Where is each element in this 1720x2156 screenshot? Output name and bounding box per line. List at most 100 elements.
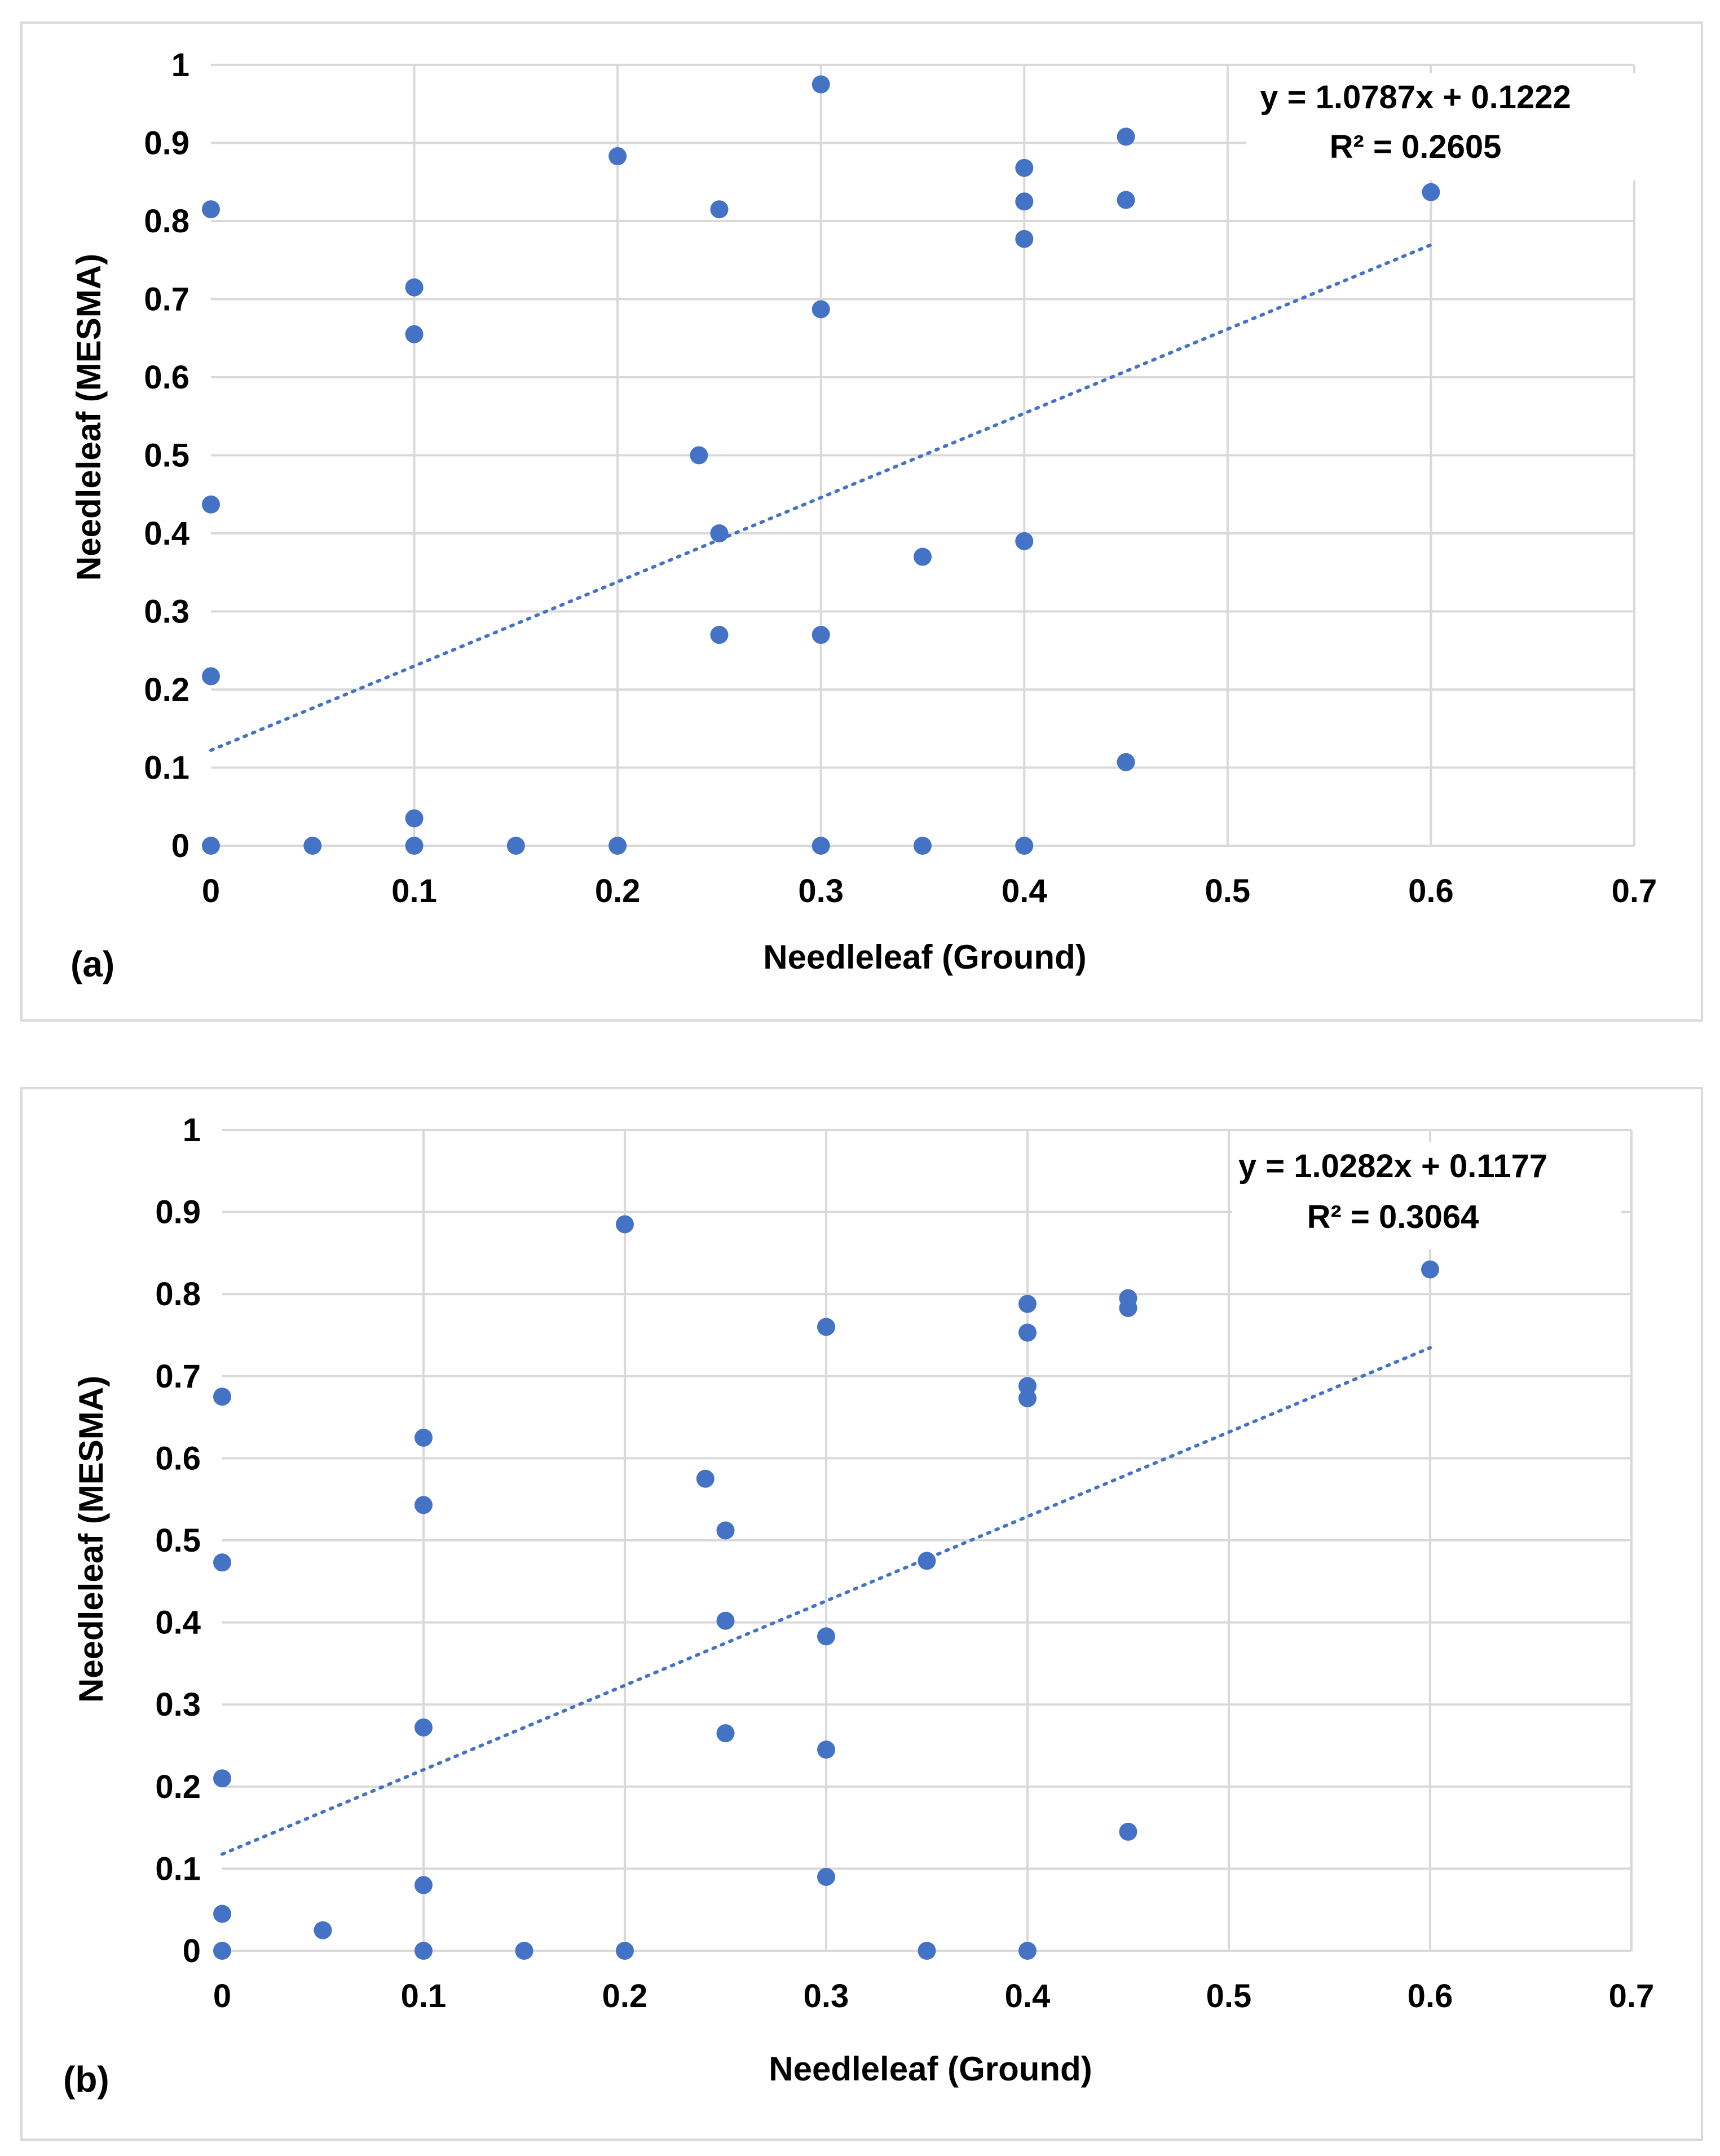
x-tick-label: 0 — [202, 873, 220, 909]
y-tick-label: 0.2 — [144, 671, 189, 708]
y-tick-label: 0 — [171, 828, 189, 864]
data-point — [414, 1718, 433, 1737]
data-point — [414, 1942, 433, 1960]
data-point — [696, 1469, 715, 1488]
equation-box: y = 1.0282x + 0.1177 R² = 0.3064 — [1232, 1142, 1621, 1249]
data-point — [716, 1724, 735, 1743]
data-point — [405, 809, 424, 828]
x-axis-title: Needleleaf (Ground) — [769, 2050, 1092, 2088]
y-tick-label: 0.1 — [144, 750, 189, 787]
panel-b-frame — [20, 1087, 1703, 2141]
r-squared-label: R² = 0.2605 — [1330, 129, 1502, 165]
y-tick-label: 0.1 — [155, 1850, 201, 1887]
x-tick-label: 0.2 — [602, 1978, 648, 2014]
data-point — [314, 1921, 332, 1939]
data-point — [1015, 192, 1034, 211]
y-tick-label: 1 — [171, 47, 189, 83]
y-axis-title: Needleleaf (MESMA) — [70, 254, 108, 581]
data-point — [817, 1627, 835, 1646]
equation-background — [1232, 1142, 1621, 1249]
data-point — [918, 1552, 936, 1570]
data-point — [213, 1388, 231, 1406]
x-tick-label: 0 — [213, 1978, 231, 2014]
x-tick-label: 0.6 — [1408, 873, 1454, 909]
data-point — [405, 837, 424, 855]
data-point — [1018, 1389, 1037, 1408]
y-tick-label: 0 — [183, 1933, 201, 1969]
data-point — [405, 325, 424, 343]
x-tick-label: 0.5 — [1205, 873, 1251, 909]
data-point — [202, 200, 220, 219]
data-point — [812, 75, 830, 94]
y-tick-label: 0.5 — [155, 1522, 201, 1559]
data-point — [812, 837, 830, 855]
data-point — [405, 278, 424, 297]
data-point — [608, 147, 627, 166]
data-point — [616, 1942, 634, 1960]
data-point — [1117, 753, 1135, 771]
data-point — [608, 837, 627, 855]
data-point — [914, 547, 932, 566]
y-tick-label: 0.9 — [144, 125, 189, 162]
data-point — [1015, 229, 1034, 248]
x-tick-label: 0.1 — [391, 873, 437, 909]
y-tick-label: 0.6 — [144, 359, 189, 396]
data-point — [1015, 532, 1034, 550]
data-point — [1421, 1260, 1439, 1279]
x-tick-label: 0.7 — [1609, 1978, 1655, 2014]
data-point — [1119, 1822, 1137, 1841]
x-tick-label: 0.1 — [401, 1978, 447, 2014]
y-tick-label: 0.9 — [155, 1194, 201, 1231]
data-point — [616, 1215, 634, 1234]
y-tick-label: 0.7 — [155, 1358, 201, 1395]
data-point — [213, 1769, 231, 1788]
data-point — [817, 1318, 835, 1336]
data-point — [918, 1942, 936, 1960]
data-point — [1117, 191, 1135, 209]
x-tick-label: 0.4 — [1002, 873, 1047, 909]
y-tick-label: 0.3 — [155, 1686, 201, 1723]
panel-b: 0 0.1 0.2 0.3 0.4 0.5 0.6 0.7 0.8 0.9 1 0 0.1 0.2 0.3 0… — [20, 1087, 1703, 2141]
panel-label: (b) — [63, 2059, 109, 2100]
data-point — [710, 200, 729, 219]
y-tick-label: 0.4 — [144, 515, 189, 552]
data-point — [414, 1876, 433, 1894]
data-point — [1015, 837, 1034, 855]
equation-background — [1246, 73, 1635, 180]
linear-trendline — [209, 243, 1433, 752]
data-point — [414, 1429, 433, 1447]
data-point — [213, 1905, 231, 1923]
y-tick-label: 1 — [183, 1112, 201, 1148]
data-point — [202, 837, 220, 855]
x-tick-label: 0.6 — [1408, 1978, 1453, 2014]
data-point — [812, 626, 830, 644]
y-tick-label: 0.3 — [144, 594, 189, 630]
data-point — [812, 300, 830, 319]
data-point — [1119, 1298, 1137, 1317]
y-tick-label: 0.8 — [144, 203, 189, 240]
data-point — [515, 1942, 533, 1960]
equation-box: y = 1.0787x + 0.1222 R² = 0.2605 — [1246, 73, 1635, 180]
data-point — [690, 446, 708, 465]
y-tick-label: 0.4 — [155, 1605, 201, 1641]
x-tick-label: 0.2 — [595, 873, 641, 909]
data-point — [213, 1553, 231, 1572]
x-axis-title: Needleleaf (Ground) — [763, 938, 1086, 976]
r-squared-label: R² = 0.3064 — [1307, 1199, 1479, 1235]
data-point — [1117, 127, 1135, 146]
y-tick-label: 0.2 — [155, 1769, 201, 1805]
x-tick-label: 0.7 — [1612, 873, 1657, 909]
regression-equation: y = 1.0282x + 0.1177 — [1238, 1148, 1547, 1185]
data-point — [1015, 158, 1034, 177]
y-tick-label: 0.5 — [144, 438, 189, 474]
y-tick-label: 0.7 — [144, 281, 189, 318]
data-point — [202, 495, 220, 514]
x-tick-label: 0.3 — [804, 1978, 849, 2014]
data-point — [213, 1942, 231, 1960]
y-axis-title: Needleleaf (MESMA) — [72, 1376, 110, 1703]
data-point — [710, 626, 729, 644]
data-point — [506, 837, 525, 855]
regression-equation: y = 1.0787x + 0.1222 — [1260, 79, 1571, 116]
linear-trendline — [220, 1346, 1432, 1856]
y-tick-label: 0.8 — [155, 1276, 201, 1313]
